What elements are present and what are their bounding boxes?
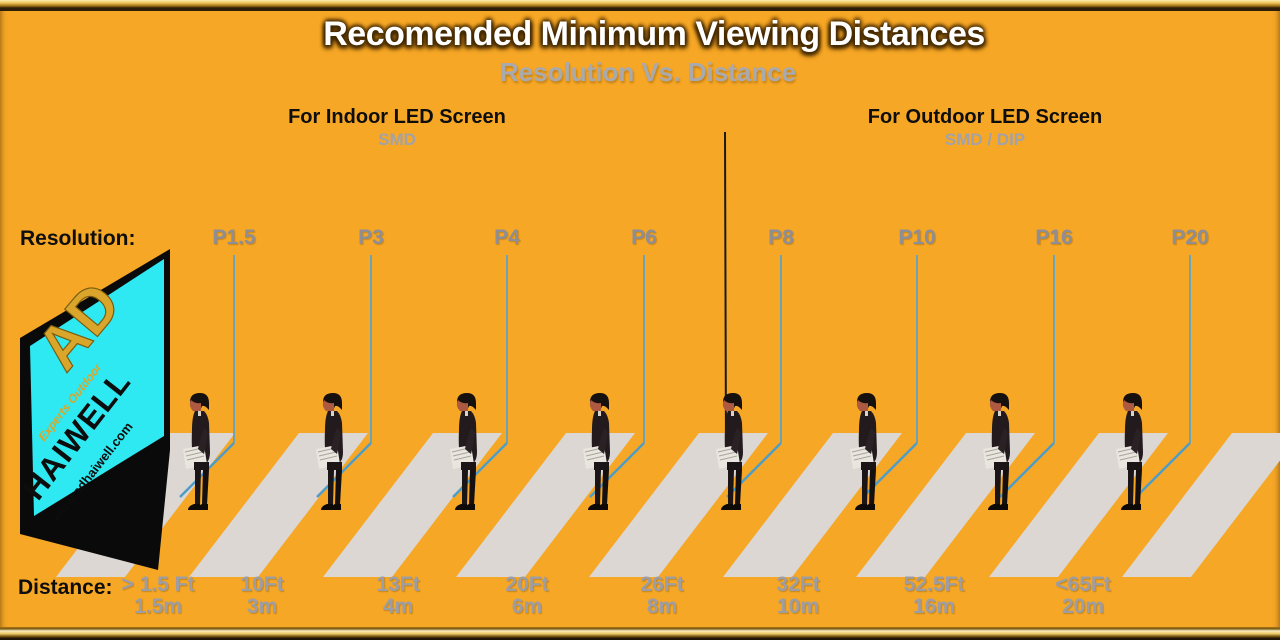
indoor-section-subheading: SMD	[378, 130, 416, 149]
page-subtitle: Resolution Vs. Distance	[499, 57, 797, 87]
top-frame-border	[0, 0, 1280, 11]
outdoor-section-heading: For Outdoor LED Screen	[867, 106, 1103, 128]
indoor-section-heading: For Indoor LED Screen	[288, 106, 506, 128]
distance-diagonal-line-P20	[1135, 442, 1191, 498]
led-screen: AD Experts Outdoor HAIWELL www.adhaiwell…	[15, 249, 170, 570]
crosswalk	[56, 433, 1280, 577]
distance-diagonal-line-P16	[999, 442, 1055, 498]
resolution-row-label: Resolution:	[20, 227, 136, 250]
crosswalk-stripe	[856, 433, 1035, 577]
measure-lines	[179, 255, 1191, 498]
outdoor-section-subheading: SMD / DIP	[944, 130, 1026, 149]
led-screen-panel	[30, 259, 164, 516]
crosswalk-stripe	[189, 433, 368, 577]
crosswalk-stripe	[456, 433, 635, 577]
bottom-frame-border	[0, 627, 1280, 640]
crosswalk-stripe	[989, 433, 1168, 577]
distance-row-label: Distance:	[18, 576, 113, 599]
crosswalk-stripe	[1122, 433, 1280, 577]
crosswalk-stripe	[323, 433, 502, 577]
page-title: Recomended Minimum Viewing Distances	[323, 15, 985, 53]
distance-diagonal-line-P3	[316, 442, 372, 498]
crosswalk-stripe	[589, 433, 768, 577]
crosswalk-stripe	[723, 433, 902, 577]
